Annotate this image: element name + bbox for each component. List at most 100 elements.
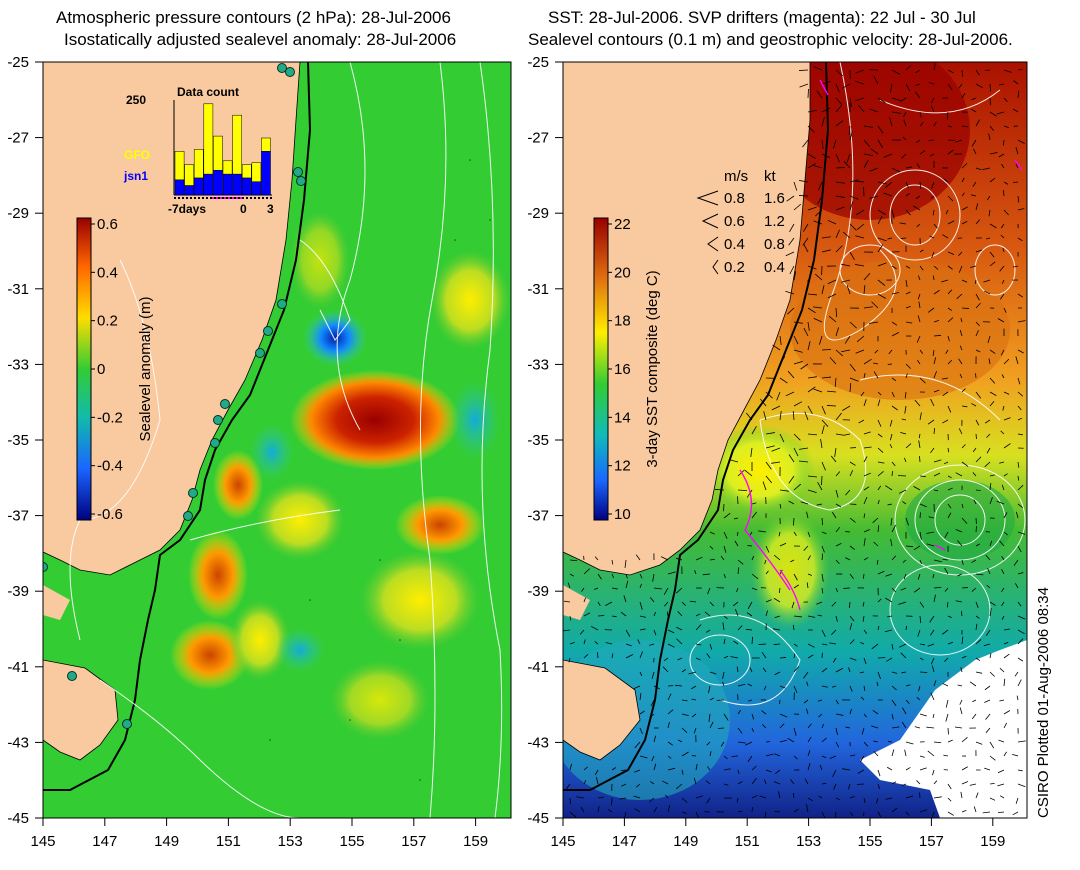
velocity-arrow bbox=[915, 195, 921, 200]
velocity-arrow bbox=[855, 80, 865, 85]
velocity-arrow bbox=[821, 425, 825, 435]
velocity-arrow bbox=[835, 811, 837, 818]
velocity-arrow bbox=[869, 108, 879, 113]
velocity-arrow bbox=[961, 405, 968, 408]
velocity-arrow bbox=[689, 600, 697, 603]
velocity-arrow bbox=[1003, 722, 1008, 729]
velocity-arrow bbox=[905, 767, 911, 771]
velocity-arrow bbox=[787, 370, 795, 379]
vel-legend-ms: 0.6 bbox=[724, 213, 745, 230]
velocity-arrow bbox=[774, 769, 781, 774]
velocity-arrow bbox=[933, 741, 942, 744]
lon-tick-label-left: 147 bbox=[92, 833, 117, 850]
velocity-arrow bbox=[913, 486, 921, 491]
velocity-arrow bbox=[917, 315, 921, 323]
velocity-arrow bbox=[806, 804, 809, 813]
velocity-arrow bbox=[835, 489, 839, 498]
velocity-arrow bbox=[975, 623, 978, 631]
velocity-arrow bbox=[891, 643, 894, 650]
velocity-arrow bbox=[777, 791, 781, 799]
velocity-arrow bbox=[1001, 163, 1005, 169]
velocity-arrow bbox=[829, 642, 837, 645]
velocity-arrow bbox=[887, 503, 893, 506]
velocity-arrow bbox=[961, 206, 968, 211]
velocity-arrow bbox=[785, 290, 795, 295]
velocity-arrow bbox=[639, 583, 642, 589]
velocity-arrow bbox=[594, 556, 599, 561]
velocity-arrow bbox=[833, 783, 837, 790]
velocity-arrow bbox=[759, 795, 767, 799]
velocity-arrow bbox=[813, 220, 823, 225]
velocity-arrow bbox=[1017, 638, 1024, 645]
vel-legend-arrow bbox=[707, 236, 719, 252]
velocity-arrow bbox=[890, 433, 893, 441]
velocity-arrow bbox=[983, 279, 991, 283]
velocity-arrow bbox=[975, 349, 981, 353]
jsn1-bar bbox=[174, 179, 185, 196]
velocity-arrow bbox=[821, 285, 825, 295]
velocity-arrow bbox=[807, 321, 810, 331]
inset-title: Data count bbox=[177, 85, 239, 99]
velocity-arrow bbox=[942, 419, 949, 424]
velocity-arrow bbox=[835, 69, 843, 77]
velocity-arrow bbox=[596, 652, 599, 659]
velocity-arrow bbox=[877, 399, 881, 407]
velocity-arrow bbox=[693, 727, 697, 734]
velocity-arrow bbox=[639, 727, 643, 735]
velocity-arrow bbox=[989, 783, 995, 785]
velocity-arrow bbox=[961, 517, 968, 524]
velocity-arrow bbox=[807, 163, 816, 169]
velocity-arrow bbox=[947, 615, 952, 618]
velocity-arrow bbox=[779, 685, 786, 689]
velocity-arrow bbox=[734, 540, 739, 547]
lat-tick-label-left: -33 bbox=[7, 356, 29, 373]
velocity-arrow bbox=[887, 741, 893, 743]
velocity-arrow bbox=[961, 655, 967, 659]
velocity-arrow bbox=[793, 584, 799, 589]
lon-tick-label-left: 157 bbox=[401, 833, 426, 850]
velocity-arrow bbox=[863, 557, 869, 561]
velocity-arrow bbox=[763, 779, 767, 785]
velocity-arrow bbox=[905, 291, 911, 295]
velocity-arrow bbox=[746, 612, 753, 617]
gfo-bar bbox=[203, 103, 214, 175]
velocity-arrow bbox=[723, 655, 729, 659]
velocity-arrow bbox=[737, 496, 739, 505]
velocity-arrow bbox=[807, 405, 813, 415]
velocity-arrow bbox=[986, 195, 991, 201]
velocity-arrow bbox=[817, 195, 823, 205]
velocity-arrow bbox=[961, 388, 966, 393]
velocity-arrow bbox=[919, 377, 926, 384]
velocity-arrow bbox=[987, 335, 991, 344]
velocity-arrow bbox=[905, 811, 910, 816]
velocity-arrow bbox=[803, 243, 809, 253]
velocity-arrow bbox=[835, 542, 842, 547]
velocity-arrow bbox=[969, 783, 977, 786]
velocity-arrow bbox=[919, 349, 924, 354]
velocity-arrow bbox=[996, 111, 1005, 115]
lon-tick-label-left: 155 bbox=[339, 833, 364, 850]
velocity-arrow bbox=[835, 153, 840, 163]
jsn1-bar bbox=[222, 173, 233, 196]
velocity-arrow bbox=[927, 643, 935, 647]
velocity-arrow bbox=[930, 692, 935, 701]
velocity-arrow bbox=[807, 643, 815, 648]
lon-tick-label-right: 151 bbox=[735, 833, 760, 850]
velocity-arrow bbox=[891, 713, 894, 720]
velocity-arrow bbox=[849, 251, 855, 261]
velocity-arrow bbox=[857, 769, 865, 774]
velocity-arrow bbox=[841, 279, 851, 283]
velocity-arrow bbox=[975, 573, 984, 576]
velocity-arrow bbox=[856, 335, 865, 343]
velocity-arrow bbox=[931, 251, 935, 259]
velocity-arrow bbox=[900, 587, 907, 591]
velocity-arrow bbox=[779, 713, 788, 718]
velocity-arrow bbox=[942, 391, 949, 397]
velocity-arrow bbox=[639, 755, 648, 759]
velocity-arrow bbox=[624, 811, 627, 818]
velocity-arrow bbox=[905, 699, 910, 704]
velocity-arrow bbox=[863, 431, 871, 435]
velocity-arrow bbox=[863, 456, 868, 463]
velocity-arrow bbox=[706, 741, 711, 746]
velocity-arrow bbox=[905, 65, 911, 71]
